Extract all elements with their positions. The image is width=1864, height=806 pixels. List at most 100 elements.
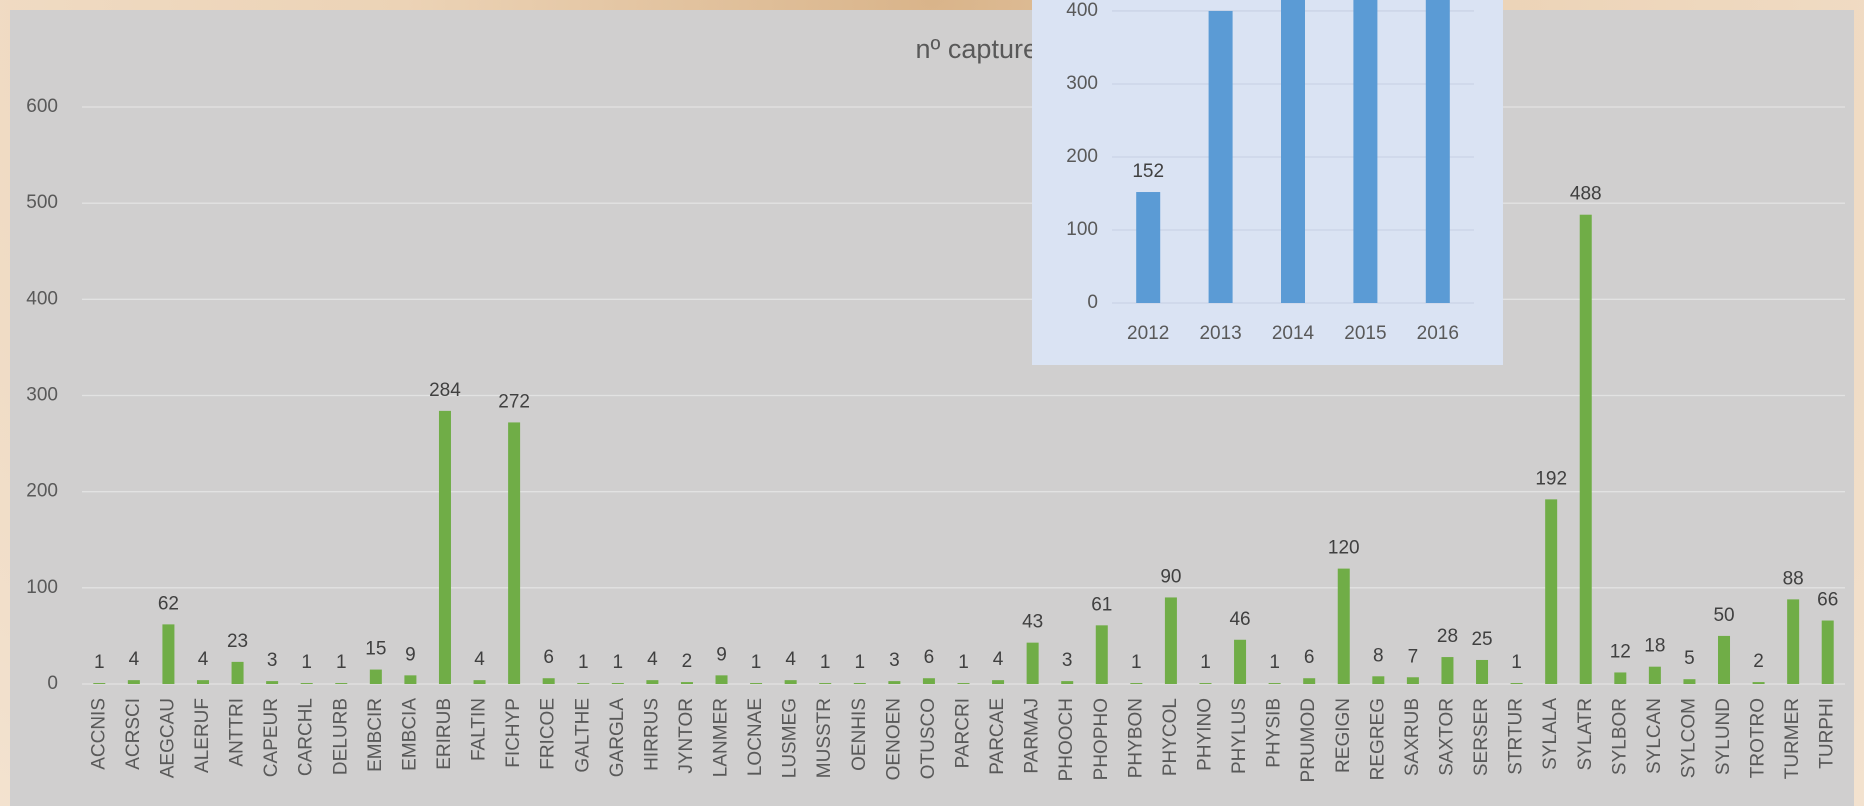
x-tick-label: PRUMOD bbox=[1298, 698, 1319, 782]
bar bbox=[404, 675, 416, 684]
bar bbox=[646, 680, 658, 684]
inset-chart: 0100200300400152201240020134152014415201… bbox=[1032, 0, 1503, 365]
data-label: 400 bbox=[1205, 0, 1237, 1]
x-tick-label: SYLBOR bbox=[1609, 698, 1630, 775]
data-label: 18 bbox=[1644, 636, 1665, 657]
bar bbox=[1426, 0, 1450, 303]
data-label: 88 bbox=[1783, 568, 1804, 589]
x-tick-label: SERSER bbox=[1471, 698, 1492, 776]
bar bbox=[1209, 11, 1233, 303]
x-tick-label: TURPHI bbox=[1817, 698, 1838, 769]
x-tick-label: PHOOCH bbox=[1056, 698, 1077, 781]
bar bbox=[1353, 0, 1377, 303]
bar bbox=[128, 680, 140, 684]
bar bbox=[785, 680, 797, 684]
x-tick-label: 2015 bbox=[1344, 323, 1386, 344]
x-tick-label: MUSSTR bbox=[814, 698, 835, 778]
data-label: 1 bbox=[958, 652, 969, 673]
x-tick-label: PHYBON bbox=[1125, 698, 1146, 778]
x-tick-label: PHOPHO bbox=[1091, 698, 1112, 780]
data-label: 4 bbox=[129, 649, 140, 670]
data-label: 1 bbox=[1511, 652, 1522, 673]
y-tick-label: 400 bbox=[26, 288, 58, 309]
data-label: 284 bbox=[429, 380, 461, 401]
x-tick-label: LANMER bbox=[711, 698, 732, 777]
bar bbox=[1165, 597, 1177, 684]
y-tick-label: 0 bbox=[1087, 292, 1098, 313]
data-label: 1 bbox=[820, 652, 831, 673]
x-tick-label: AEGCAU bbox=[157, 698, 178, 778]
bar bbox=[612, 683, 624, 684]
bar bbox=[1234, 640, 1246, 684]
bar bbox=[162, 624, 174, 684]
x-tick-label: ALERUF bbox=[192, 698, 213, 773]
bar bbox=[1136, 192, 1160, 303]
data-label: 1 bbox=[1269, 652, 1280, 673]
y-tick-label: 200 bbox=[26, 481, 58, 502]
x-tick-label: SYLCOM bbox=[1678, 698, 1699, 778]
data-label: 192 bbox=[1535, 468, 1567, 489]
bar bbox=[197, 680, 209, 684]
data-label: 272 bbox=[498, 391, 530, 412]
bar bbox=[1338, 569, 1350, 684]
x-tick-label: PARMAJ bbox=[1022, 698, 1043, 774]
bar bbox=[1281, 0, 1305, 303]
bar bbox=[992, 680, 1004, 684]
bar bbox=[1441, 657, 1453, 684]
bar bbox=[1614, 672, 1626, 684]
data-label: 120 bbox=[1328, 538, 1360, 559]
bar bbox=[888, 681, 900, 684]
bar bbox=[1130, 683, 1142, 684]
x-tick-label: 2013 bbox=[1199, 323, 1241, 344]
data-label: 12 bbox=[1610, 641, 1631, 662]
bar bbox=[1683, 679, 1695, 684]
x-tick-label: TROTRO bbox=[1748, 698, 1769, 778]
bar bbox=[1096, 625, 1108, 684]
x-tick-label: SAXRUB bbox=[1402, 698, 1423, 776]
x-tick-label: PHYSIB bbox=[1264, 698, 1285, 768]
x-tick-label: GARGLA bbox=[607, 698, 628, 778]
bar bbox=[854, 683, 866, 684]
data-label: 66 bbox=[1817, 590, 1838, 611]
x-tick-label: PHYLUS bbox=[1229, 698, 1250, 774]
x-tick-label: SAXTOR bbox=[1436, 698, 1457, 776]
chart-title: nº captures bbox=[916, 34, 1052, 64]
x-tick-label: ACCNIS bbox=[88, 698, 109, 770]
data-label: 5 bbox=[1684, 648, 1695, 669]
data-label: 8 bbox=[1373, 645, 1384, 666]
bar bbox=[543, 678, 555, 684]
data-label: 90 bbox=[1160, 566, 1181, 587]
x-tick-label: ERIRUB bbox=[434, 698, 455, 770]
data-label: 28 bbox=[1437, 626, 1458, 647]
bar bbox=[1303, 678, 1315, 684]
y-tick-label: 400 bbox=[1066, 0, 1098, 21]
data-label: 1 bbox=[94, 652, 105, 673]
chart: nº captures01002003004005006001ACCNIS4AC… bbox=[0, 0, 1864, 806]
x-tick-label: EMBCIA bbox=[399, 698, 420, 771]
bar bbox=[1269, 683, 1281, 684]
x-tick-label: PARCRI bbox=[953, 698, 974, 768]
x-tick-label: PHYINO bbox=[1194, 698, 1215, 771]
bar bbox=[1372, 676, 1384, 684]
bar bbox=[301, 683, 313, 684]
data-label: 7 bbox=[1408, 646, 1419, 667]
bar bbox=[1718, 636, 1730, 684]
bar bbox=[958, 683, 970, 684]
data-label: 1 bbox=[1200, 652, 1211, 673]
data-label: 2 bbox=[682, 651, 693, 672]
data-label: 1 bbox=[855, 652, 866, 673]
data-label: 2 bbox=[1753, 651, 1764, 672]
x-tick-label: REGREG bbox=[1367, 698, 1388, 780]
bar bbox=[577, 683, 589, 684]
bar bbox=[439, 411, 451, 684]
data-label: 488 bbox=[1570, 184, 1602, 205]
bar bbox=[266, 681, 278, 684]
x-tick-label: REGIGN bbox=[1333, 698, 1354, 773]
x-tick-label: JYNTOR bbox=[676, 698, 697, 774]
x-tick-label: 2016 bbox=[1417, 323, 1459, 344]
data-label: 9 bbox=[716, 644, 727, 665]
y-tick-label: 600 bbox=[26, 96, 58, 117]
data-label: 9 bbox=[405, 644, 416, 665]
x-tick-label: SYLCAN bbox=[1644, 698, 1665, 774]
bar bbox=[1511, 683, 1523, 684]
